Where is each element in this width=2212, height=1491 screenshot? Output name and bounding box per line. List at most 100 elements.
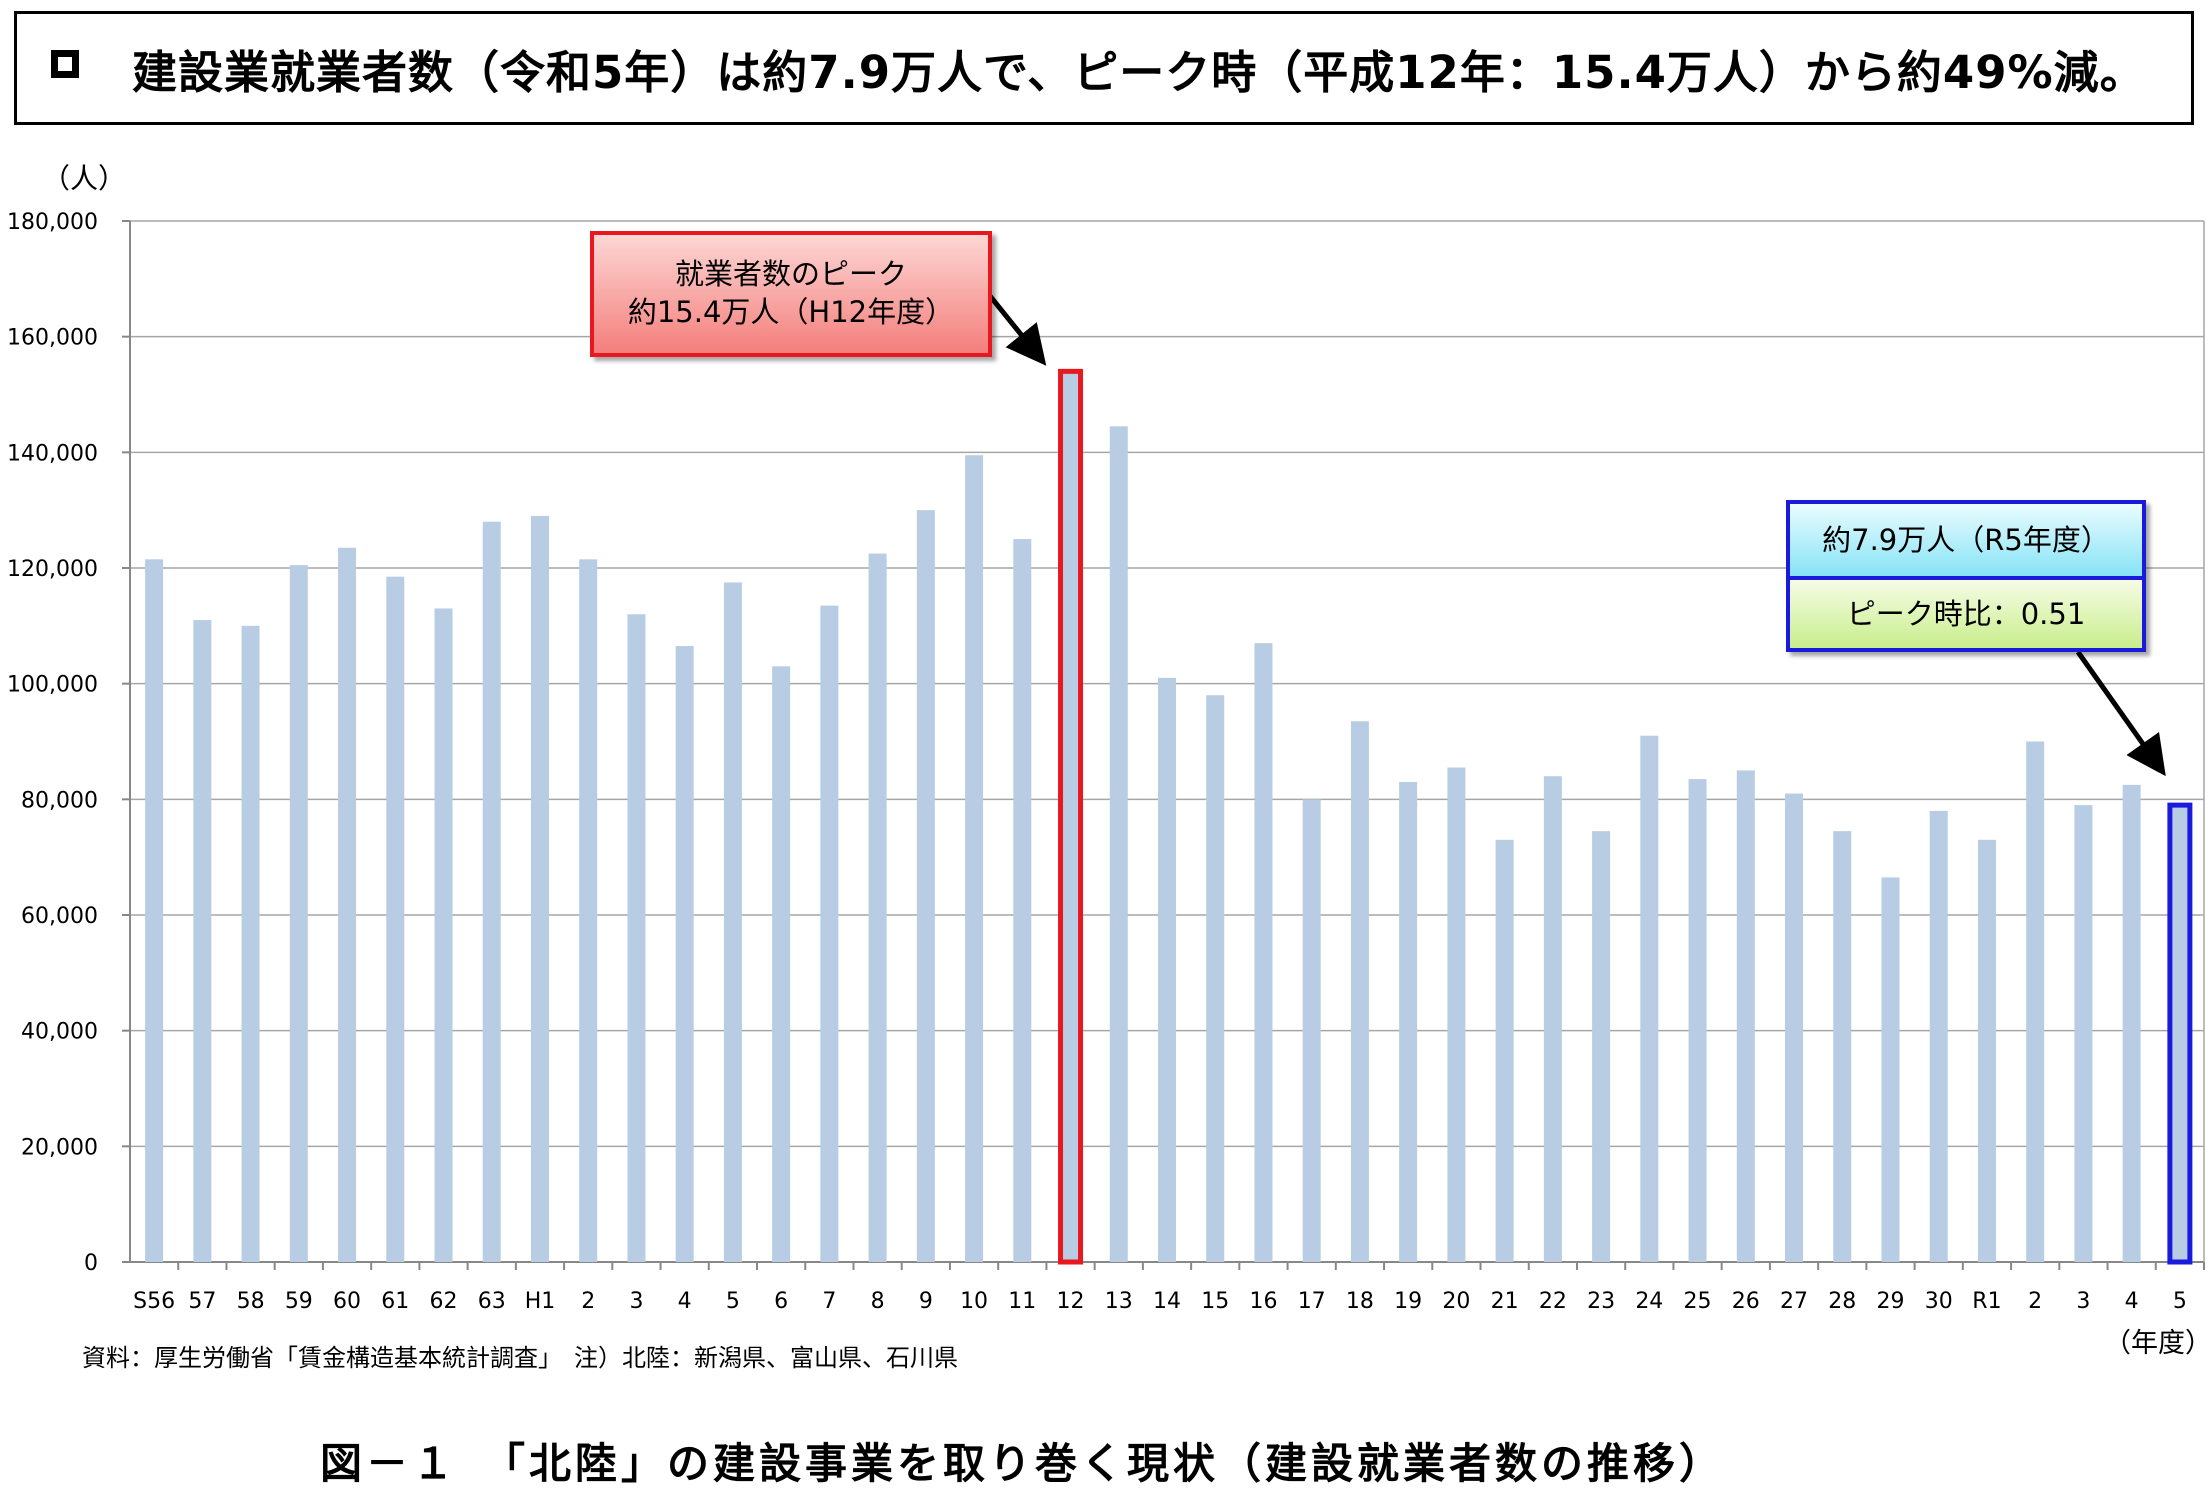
headline-bullet-icon [51, 50, 79, 78]
x-tick-label: 2 [581, 1289, 595, 1314]
x-tick-label: 3 [2076, 1289, 2090, 1314]
bar-37 [1929, 810, 1948, 1262]
bar-9 [579, 559, 598, 1262]
bar-28 [1495, 839, 1514, 1262]
latest-callout-value: 約7.9万人（R5年度） [1790, 504, 2142, 580]
bar-11 [675, 646, 694, 1262]
bar-19 [1058, 368, 1084, 1265]
bar-2 [241, 625, 260, 1262]
x-tick-label: 12 [1057, 1289, 1085, 1314]
bar-12 [723, 582, 742, 1262]
bar-38 [1977, 839, 1996, 1262]
x-tick-label: 20 [1442, 1289, 1470, 1314]
latest-callout-ratio: ピーク時比：0.51 [1790, 580, 2142, 648]
x-tick-label: 28 [1828, 1289, 1856, 1314]
x-tick-label: 27 [1780, 1289, 1808, 1314]
x-tick-labels: S56 57 58 59 60 61 62 63 H1 2 3 4 5 6 7 8 9 10 11 12 13 14 15 1… [133, 1289, 2187, 1314]
bar-22 [1206, 695, 1225, 1262]
x-tick-label: 4 [678, 1289, 692, 1314]
bar-17 [965, 455, 984, 1263]
x-tick-label: R1 [1972, 1289, 2001, 1314]
bar-29 [1543, 776, 1562, 1262]
x-tick-label: 6 [774, 1289, 788, 1314]
bar-10 [627, 614, 646, 1262]
bar-26 [1399, 781, 1418, 1262]
x-tick-label: 61 [381, 1289, 409, 1314]
x-tick-label: 62 [430, 1289, 458, 1314]
y-tick-label: 100,000 [7, 673, 98, 698]
x-axis-unit-label: （年度） [2104, 1328, 2212, 1359]
bar-30 [1592, 831, 1611, 1262]
x-tick-label: 21 [1491, 1289, 1519, 1314]
callout-arrows [988, 294, 2166, 777]
x-tick-label: 16 [1249, 1289, 1277, 1314]
bar-42 [2167, 802, 2193, 1265]
x-tick-label: 3 [629, 1289, 643, 1314]
bar-0 [145, 559, 164, 1262]
bar-39 [2026, 741, 2045, 1262]
bar-36 [1881, 877, 1900, 1262]
x-tick-label: 23 [1587, 1289, 1615, 1314]
x-tick-label: 58 [237, 1289, 265, 1314]
y-tick-label: 40,000 [21, 1020, 98, 1045]
axes [122, 220, 2205, 1270]
x-tick-label: 10 [960, 1289, 988, 1314]
bar-18 [1013, 539, 1032, 1262]
x-tick-label: 57 [188, 1289, 216, 1314]
x-tick-label: 26 [1732, 1289, 1760, 1314]
x-tick-label: 29 [1876, 1289, 1904, 1314]
x-tick-label: 9 [919, 1289, 933, 1314]
bar-14 [820, 605, 839, 1262]
x-tick-label: 25 [1684, 1289, 1712, 1314]
gridlines [130, 220, 2204, 1263]
x-tick-label: 63 [478, 1289, 506, 1314]
bar-34 [1785, 793, 1804, 1262]
x-tick-label: 5 [2173, 1289, 2187, 1314]
bar-35 [1833, 831, 1852, 1262]
bar-32 [1688, 779, 1707, 1262]
source-note: 資料：厚生労働省「賃金構造基本統計調査」 注）北陸：新潟県、富山県、石川県 [82, 1344, 958, 1372]
x-tick-label: 8 [871, 1289, 885, 1314]
y-tick-label: 60,000 [21, 904, 98, 929]
bar-1 [193, 620, 212, 1262]
y-tick-label: 180,000 [7, 210, 98, 235]
x-tick-label: 2 [2028, 1289, 2042, 1314]
bar-41 [2122, 784, 2141, 1262]
bar-6 [434, 608, 453, 1262]
bar-40 [2074, 805, 2093, 1262]
peak-callout-line2: 約15.4万人（H12年度） [627, 295, 955, 329]
figure-caption: 図－１ 「北陸」の建設事業を取り巻く現状（建設就業者数の推移） [320, 1439, 1726, 1488]
x-tick-label: 7 [822, 1289, 836, 1314]
bar-31 [1640, 735, 1659, 1262]
x-tick-label: 13 [1105, 1289, 1133, 1314]
x-tick-label: H1 [525, 1289, 556, 1314]
y-tick-label: 140,000 [7, 441, 98, 466]
headline-text: 建設業就業者数（令和5年）は約7.9万人で、ピーク時（平成12年：15.4万人）… [132, 46, 2146, 99]
peak-arrow [988, 294, 1047, 366]
bar-5 [386, 576, 405, 1262]
bar-21 [1158, 677, 1176, 1262]
bar-7 [482, 521, 501, 1262]
x-tick-label: 30 [1925, 1289, 1953, 1314]
y-tick-label: 0 [84, 1251, 98, 1276]
bar-16 [916, 510, 935, 1263]
headline-box: 建設業就業者数（令和5年）は約7.9万人で、ピーク時（平成12年：15.4万人）… [14, 11, 2194, 125]
bar-33 [1736, 770, 1755, 1262]
peak-callout-line1: 就業者数のピーク [674, 257, 907, 291]
x-tick-label: 15 [1201, 1289, 1229, 1314]
bar-20 [1109, 426, 1128, 1262]
latest-callout: 約7.9万人（R5年度） ピーク時比：0.51 [1786, 500, 2146, 652]
bar-24 [1302, 799, 1321, 1262]
x-tick-label: 4 [2125, 1289, 2139, 1314]
bar-25 [1350, 721, 1369, 1262]
y-tick-labels: 0 20,000 40,000 60,000 80,000 100,000 120,000 1… [7, 210, 98, 1276]
y-tick-label: 20,000 [21, 1135, 98, 1160]
x-tick-label: 22 [1539, 1289, 1567, 1314]
x-tick-label: 17 [1298, 1289, 1326, 1314]
x-tick-label: 24 [1635, 1289, 1663, 1314]
y-tick-label: 160,000 [7, 326, 98, 351]
bar-3 [289, 565, 308, 1262]
x-tick-label: 14 [1153, 1289, 1181, 1314]
bar-8 [530, 515, 549, 1262]
